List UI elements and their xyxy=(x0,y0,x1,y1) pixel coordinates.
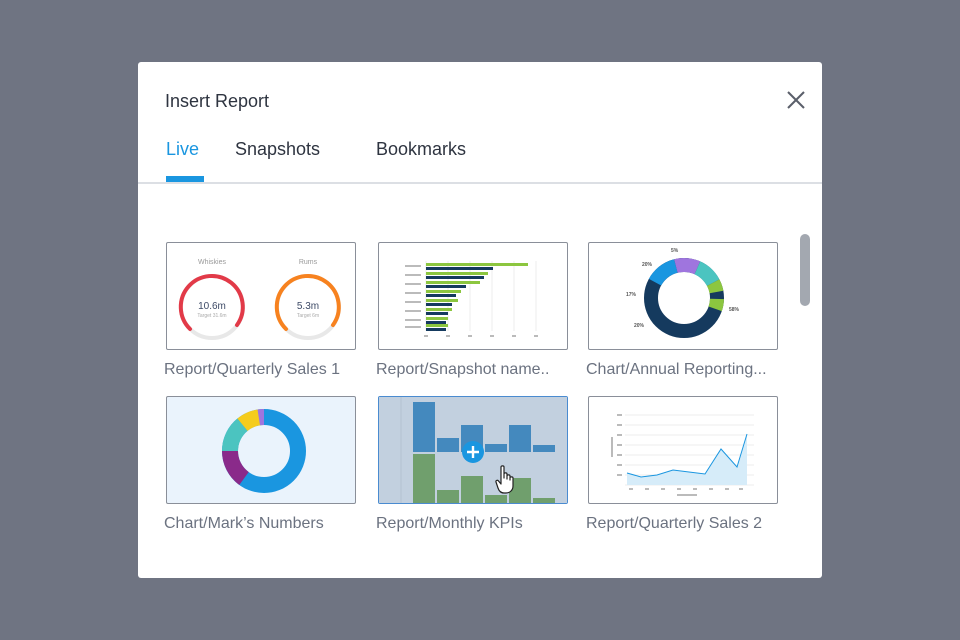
tab-live[interactable]: Live xyxy=(166,139,200,159)
report-card[interactable]: 5% 20% 17% 20% 58% Chart/Annual Reportin… xyxy=(586,242,788,392)
report-card[interactable]: Report/Monthly KPIs xyxy=(376,396,578,546)
scrollbar-thumb[interactable] xyxy=(800,234,810,306)
donut-label: 5% xyxy=(671,248,679,254)
report-thumbnail xyxy=(166,396,356,504)
gauge-target-whiskies: Target 31.6m xyxy=(197,313,226,319)
donut-label: 20% xyxy=(634,323,645,329)
report-card[interactable]: Report/Quarterly Sales 2 xyxy=(586,396,788,546)
add-icon[interactable] xyxy=(461,440,485,464)
gauge-title-rums: Rums xyxy=(299,259,318,266)
tab-bar: Live Snapshots Bookmarks xyxy=(138,62,822,184)
report-card[interactable]: Whiskies Rums 10.6m Target 31.6m 5.3m Ta… xyxy=(164,242,366,392)
insert-report-dialog: Insert Report Live Snapshots Bookmarks W… xyxy=(138,62,822,578)
donut-label: 58% xyxy=(729,307,740,313)
donut-label: 17% xyxy=(626,292,637,298)
hand-cursor-icon xyxy=(495,465,514,494)
report-thumbnail: Whiskies Rums 10.6m Target 31.6m 5.3m Ta… xyxy=(166,242,356,350)
tabs-divider xyxy=(138,182,822,184)
donut-label: 20% xyxy=(642,262,653,268)
gauge-target-rums: Target 6m xyxy=(297,313,319,319)
active-tab-indicator xyxy=(166,176,204,182)
tab-snapshots[interactable]: Snapshots xyxy=(235,139,321,159)
report-card[interactable]: Chart/Mark’s Numbers xyxy=(164,396,366,546)
report-card-label: Report/Quarterly Sales 2 xyxy=(586,515,763,532)
report-card-label: Chart/Annual Reporting... xyxy=(586,361,767,378)
report-card[interactable]: Report/Snapshot name.. xyxy=(376,242,578,392)
report-thumbnail: 5% 20% 17% 20% 58% xyxy=(588,242,778,350)
report-thumbnail xyxy=(378,396,568,504)
tab-bookmarks[interactable]: Bookmarks xyxy=(376,139,467,159)
gauge-value-whiskies: 10.6m xyxy=(198,301,226,312)
report-thumbnail xyxy=(378,242,568,350)
report-card-label: Report/Monthly KPIs xyxy=(376,515,523,532)
close-button[interactable] xyxy=(784,88,808,112)
report-card-label: Report/Quarterly Sales 1 xyxy=(164,361,341,378)
report-card-label: Chart/Mark’s Numbers xyxy=(164,515,324,532)
gauge-value-rums: 5.3m xyxy=(297,301,319,312)
gauge-title-whiskies: Whiskies xyxy=(198,259,227,266)
dialog-title: Insert Report xyxy=(165,91,270,111)
report-card-label: Report/Snapshot name.. xyxy=(376,361,550,378)
report-thumbnail xyxy=(588,396,778,504)
close-icon xyxy=(787,91,805,109)
